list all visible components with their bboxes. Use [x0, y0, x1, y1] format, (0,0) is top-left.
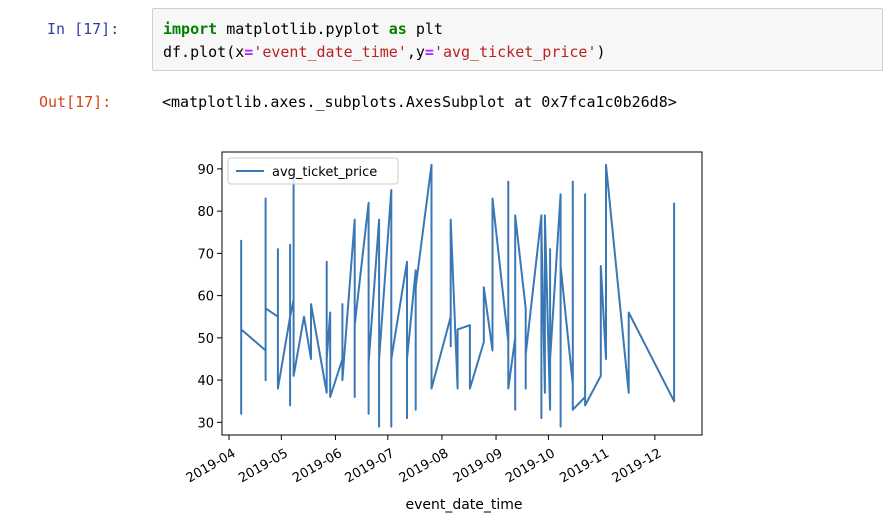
x-tick-label: 2019-06	[290, 446, 345, 486]
code-line-2: df.plot(x='event_date_time',y='avg_ticke…	[163, 42, 606, 62]
keyword-as: as	[388, 20, 407, 38]
y-tick-label: 30	[197, 416, 214, 431]
plot-area	[221, 151, 703, 436]
y-tick-label: 60	[197, 290, 214, 305]
legend-label: avg_ticket_price	[272, 165, 377, 180]
y-column-string: 'avg_ticket_price'	[433, 43, 597, 61]
x-tick-label: 2019-07	[343, 446, 398, 486]
legend: avg_ticket_price	[227, 157, 399, 185]
keyword-import: import	[163, 20, 218, 38]
x-tick-label: 2019-05	[236, 446, 291, 486]
close-paren: )	[596, 43, 606, 61]
x-keyword: x	[235, 43, 245, 61]
comma: ,	[406, 43, 416, 61]
y-tick-label: 50	[197, 332, 214, 347]
module-alias: plt	[406, 20, 443, 38]
x-tick-label: 2019-10	[503, 446, 558, 486]
x-tick-label: 2019-11	[557, 446, 612, 486]
equals-operator: =	[244, 43, 254, 61]
code-input-area[interactable]: import matplotlib.pyplot as plt df.plot(…	[152, 8, 883, 71]
input-prompt: In [17]:	[47, 20, 120, 38]
output-prompt: Out[17]:	[39, 93, 112, 111]
equals-operator: =	[424, 43, 434, 61]
x-tick-label: 2019-09	[451, 446, 506, 486]
y-tick-label: 70	[197, 247, 214, 262]
series-line-avg-ticket-price	[240, 163, 676, 428]
y-keyword: y	[415, 43, 425, 61]
y-tick-label: 40	[197, 374, 214, 389]
y-tick-label: 80	[197, 205, 214, 220]
output-repr: <matplotlib.axes._subplots.AxesSubplot a…	[162, 93, 677, 111]
legend-box	[227, 157, 399, 185]
y-axis: 30 40 50 60 70 80 90	[197, 163, 222, 431]
code-line-1: import matplotlib.pyplot as plt	[163, 19, 443, 39]
y-tick-label: 90	[197, 163, 214, 178]
plot-call: df.plot(	[163, 43, 236, 61]
x-column-string: 'event_date_time'	[253, 43, 407, 61]
module-name: matplotlib.pyplot	[217, 20, 389, 38]
x-axis-label: event_date_time	[405, 497, 522, 513]
x-tick-label: 2019-04	[184, 446, 239, 486]
x-tick-label: 2019-12	[610, 446, 665, 486]
x-tick-label: 2019-08	[397, 446, 452, 486]
